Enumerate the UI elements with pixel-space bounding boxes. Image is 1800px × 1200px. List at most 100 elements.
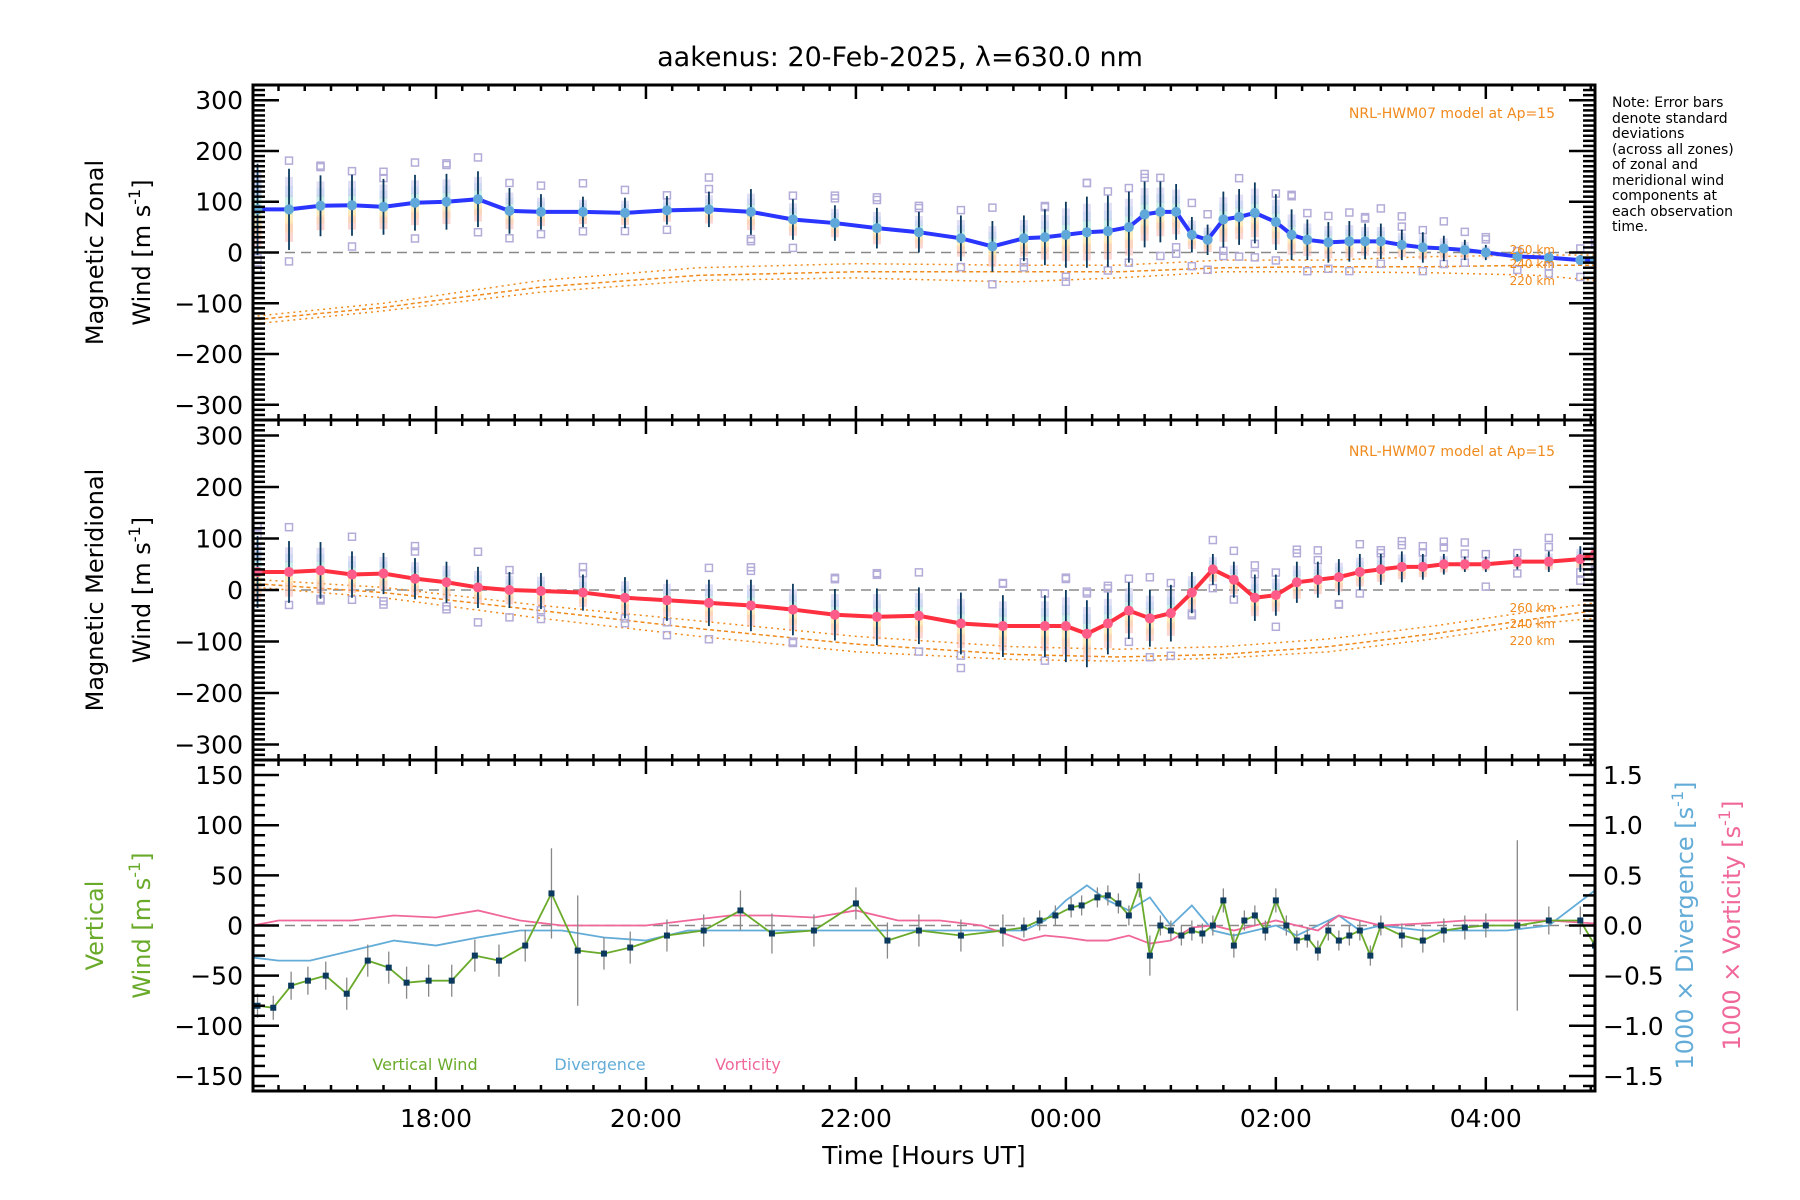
data-point [810, 927, 817, 934]
units-superscript: -1 [125, 189, 144, 205]
zone-outlier [1355, 539, 1365, 549]
label-text: 1000 × Divergence [s [1671, 807, 1699, 1070]
y-tick-label: 0 [227, 912, 243, 941]
data-point [409, 573, 420, 584]
data-point [441, 196, 452, 207]
data-point [448, 977, 455, 984]
zone-outlier [1234, 173, 1244, 183]
zone-outlier [1460, 549, 1470, 558]
zone-outlier [956, 663, 966, 673]
x-tick-label: 18:00 [400, 1104, 472, 1133]
data-point [322, 972, 329, 979]
y-tick-label: −150 [174, 1062, 243, 1091]
zone-outlier [410, 158, 420, 167]
data-point [1104, 892, 1111, 899]
zone-outlier [620, 185, 630, 195]
data-point [1052, 912, 1059, 919]
data-point [1262, 927, 1269, 934]
zone-outlier [347, 532, 357, 541]
zone-outlier [1166, 651, 1176, 660]
axes-layer: 300 200 100 0 −100 −200 −300 Magnetic Zonal Wind… [81, 83, 1746, 1170]
data-point [1272, 897, 1279, 904]
zone-outlier [1544, 542, 1554, 552]
data-point [1228, 574, 1239, 585]
zone-outlier [1208, 535, 1218, 545]
units-superscript: -1 [125, 526, 144, 542]
zone-outlier [316, 161, 325, 170]
data-point [1018, 233, 1029, 244]
data-point [1036, 917, 1043, 924]
y2-tick-label: −1.0 [1603, 1012, 1664, 1041]
y-axis-units-zonal: Wind [m s-1] [125, 179, 156, 325]
data-point [661, 595, 672, 606]
data-point [1188, 927, 1195, 934]
altitude-label: 260 km [1510, 601, 1555, 615]
y-axis-label-meridional: Magnetic Meridional [81, 469, 109, 712]
data-point [1461, 924, 1468, 931]
data-point [700, 927, 707, 934]
data-point [1302, 234, 1313, 245]
zone-outlier [1313, 546, 1323, 555]
data-point [1419, 937, 1426, 944]
data-point [364, 957, 371, 964]
zone-outlier [1250, 561, 1260, 570]
y2-tick-label: −1.5 [1603, 1062, 1664, 1091]
zone-outlier [473, 153, 483, 162]
y-tick-label: 300 [195, 421, 243, 450]
zone-outlier [830, 191, 840, 200]
zone-outlier [872, 568, 882, 578]
zone-outlier [1513, 265, 1522, 275]
data-point [548, 890, 555, 897]
data-point [409, 197, 420, 208]
data-point [1157, 922, 1164, 929]
zone-outlier [746, 566, 756, 576]
data-point [1360, 236, 1371, 247]
data-point [768, 930, 775, 937]
zone-outlier [1355, 589, 1365, 598]
zone-outlier [1376, 259, 1386, 269]
zone-outlier [1203, 209, 1212, 219]
zone-outlier [1082, 589, 1092, 598]
zone-outlier [872, 195, 882, 205]
data-point [535, 206, 546, 217]
data-point [600, 950, 607, 957]
y-tick-label: −100 [174, 289, 243, 318]
zone-outlier [284, 522, 294, 532]
data-point [1312, 574, 1323, 585]
zone-outlier [536, 614, 546, 624]
y-tick-label: 100 [195, 811, 243, 840]
data-point [1078, 902, 1085, 909]
label-superscript: -1 [1668, 791, 1687, 807]
zone-outlier [1439, 537, 1449, 546]
data-point [987, 241, 998, 252]
data-point [1060, 621, 1071, 632]
series-line-vertical-wind [257, 885, 1595, 1009]
zone-outlier [1219, 251, 1228, 261]
data-point [619, 207, 630, 218]
data-point [1167, 927, 1174, 934]
zone-outlier [704, 184, 714, 194]
data-point [1514, 922, 1521, 929]
y-tick-label: −100 [174, 628, 243, 657]
data-point [1220, 897, 1227, 904]
legend-entry-vertical-wind: Vertical Wind [372, 1055, 477, 1074]
zone-outlier [379, 167, 388, 177]
zone-outlier [1082, 587, 1092, 596]
data-point [1081, 628, 1092, 639]
zone-outlier [1156, 173, 1165, 183]
data-point [745, 206, 756, 217]
data-point [1230, 942, 1237, 949]
series-line-vorticity [253, 909, 1595, 945]
data-point [378, 201, 389, 212]
zone-outlier [830, 194, 840, 203]
data-point [913, 610, 924, 621]
data-point [1178, 932, 1185, 939]
zone-outlier [1061, 574, 1071, 584]
zone-outlier [988, 280, 997, 289]
zone-outlier [1271, 622, 1281, 632]
data-point [871, 611, 882, 622]
units-text: Wind [m s [128, 205, 156, 326]
altitude-label: 220 km [1510, 274, 1555, 288]
zone-outlier [1544, 533, 1554, 543]
x-tick-label: 02:00 [1240, 1104, 1312, 1133]
